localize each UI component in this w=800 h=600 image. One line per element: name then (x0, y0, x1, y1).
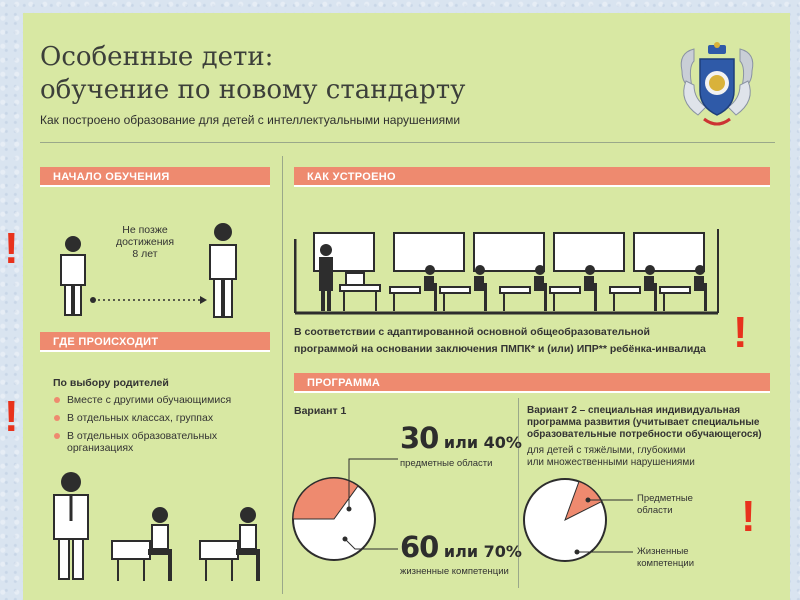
placement-options-list: Вместе с другими обучающимися В отдельны… (53, 394, 237, 460)
age-note-line-3: 8 лет (132, 248, 158, 260)
variant-1-subject-slice (292, 477, 359, 520)
title-line-2: обучение по новому стандарту (40, 75, 466, 105)
variant-1-life-caption: жизненные компетенции (400, 566, 509, 577)
top-divider (40, 142, 775, 143)
section-header-program: ПРОГРАММА (294, 373, 770, 393)
variant-2-legend-life-line-2: компетенции (637, 558, 695, 569)
placement-option: В отдельных образовательных организациях (53, 430, 237, 454)
variant-2-legend-subject-line-1: Предметные (637, 493, 693, 504)
variant-1-life-share-number: 60 (400, 530, 439, 564)
dotted-arrow-icon (90, 296, 207, 304)
variant-2-title-line-2: программа развития (учитывает специальны… (527, 417, 760, 428)
variant-2-legend-life: Жизненные компетенции (637, 546, 694, 570)
variant-1-life-share: 60 или 70% (400, 531, 522, 568)
variant-2-leader-lines (574, 497, 633, 555)
age-note-line-2: достижения (115, 236, 175, 248)
section-header-start: НАЧАЛО ОБУЧЕНИЯ (40, 167, 270, 187)
section-header-where: ГДЕ ПРОИСХОДИТ (40, 332, 270, 352)
program-basis-note: В соответствии с адаптированной основной… (294, 324, 706, 358)
variant-2-legend-subject: Предметные области (637, 493, 693, 517)
title-line-1: Особенные дети: (40, 42, 274, 72)
variant-2-title-line-1: Вариант 2 – специальная индивидуальная (527, 405, 741, 416)
alert-mark-start: ! (4, 224, 19, 273)
teacher-figure-icon (53, 472, 89, 580)
variant-2-legend-subject-line-2: области (637, 505, 673, 516)
page-title: Особенные дети: обучение по новому станд… (40, 41, 465, 107)
variant-1-life-share-alt: или 70% (438, 542, 522, 561)
variant-1-leader-lines (342, 458, 398, 550)
variant-2-subject-slice (564, 480, 603, 522)
variant-2-pie-chart (523, 478, 607, 562)
alert-mark-program: ! (741, 492, 756, 541)
variant-1-subject-share: 30 или 40% (400, 422, 522, 459)
infographic-slide: Особенные дети: обучение по новому станд… (4, 13, 790, 600)
students-at-desks-icon (111, 507, 260, 581)
variant-2-title: Вариант 2 – специальная индивидуальная п… (527, 405, 762, 441)
university-emblem-icon (680, 42, 754, 126)
age-note: Не позже достижения 8 лет (110, 224, 180, 260)
variant-1-subject-share-number: 30 (400, 421, 439, 455)
variant-1-label: Вариант 1 (294, 405, 347, 417)
variant-2-target-line-1: для детей с тяжёлыми, глубокими (527, 445, 686, 456)
variant-2-target-group: для детей с тяжёлыми, глубокими или множ… (527, 445, 695, 469)
program-basis-line-1: В соответствии с адаптированной основной… (294, 326, 651, 338)
older-child-figure-icon (209, 223, 237, 318)
program-basis-line-2: программой на основании заключения ПМПК*… (294, 343, 706, 355)
column-divider (282, 156, 283, 594)
classroom-illustration (294, 229, 719, 315)
variant-1-subject-caption: предметные области (400, 458, 493, 469)
variant-1-subject-share-alt: или 40% (438, 433, 522, 452)
age-note-line-1: Не позже (122, 224, 168, 236)
variant-2-title-line-3: образовательные потребности обучающегося… (527, 429, 762, 440)
placement-option: В отдельных классах, группах (53, 412, 237, 424)
program-divider (518, 398, 519, 588)
variant-2-target-line-2: или множественными нарушениями (527, 457, 695, 468)
section-header-how: КАК УСТРОЕНО (294, 167, 770, 187)
page-subtitle: Как построено образование для детей с ин… (40, 113, 461, 127)
child-figure-icon (60, 236, 86, 316)
placement-option: Вместе с другими обучающимися (53, 394, 237, 406)
alert-mark-where: ! (4, 392, 19, 441)
parents-choice-label: По выбору родителей (53, 377, 169, 389)
alert-mark-how: ! (733, 308, 748, 357)
variant-2-legend-life-line-1: Жизненные (637, 546, 689, 557)
variant-1-pie-chart (292, 477, 376, 561)
